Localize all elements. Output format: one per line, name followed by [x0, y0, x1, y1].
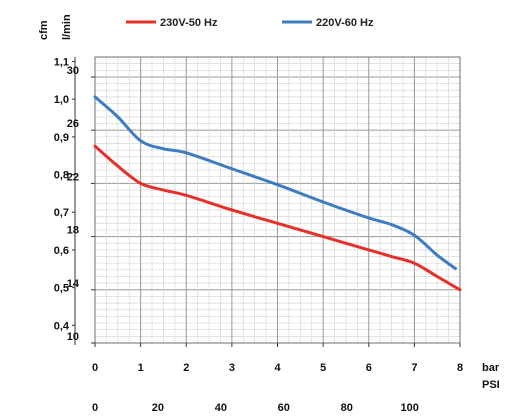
unit-bar: bar	[482, 362, 500, 374]
lmin-tick-label: 30	[67, 65, 79, 77]
lmin-tick-label: 18	[67, 225, 79, 237]
cfm-tick-label: 0,9	[54, 132, 69, 144]
bar-tick-label: 7	[411, 362, 417, 374]
cfm-tick-label: 0,8	[54, 170, 69, 182]
lmin-tick-label: 14	[67, 278, 80, 290]
bar-tick-label: 6	[366, 362, 372, 374]
lmin-tick-label: 26	[67, 118, 79, 130]
psi-tick-label: 100	[400, 402, 418, 414]
bar-tick-label: 5	[320, 362, 326, 374]
bar-tick-label: 2	[183, 362, 189, 374]
cfm-tick-label: 0,5	[54, 283, 69, 295]
legend: 230V-50 Hz 220V-60 Hz	[126, 17, 374, 29]
series-line-230v-50hz	[93, 144, 462, 292]
bar-tick-label: 1	[138, 362, 144, 374]
psi-tick-label: 80	[341, 402, 353, 414]
bar-tick-label: 8	[457, 362, 463, 374]
cfm-tick-label: 1,1	[54, 57, 69, 69]
psi-tick-label: 40	[215, 402, 227, 414]
bar-tick-label: 4	[274, 362, 281, 374]
lmin-tick-label: 10	[67, 331, 79, 343]
series	[93, 95, 462, 292]
legend-label-230v: 230V-50 Hz	[160, 17, 218, 29]
bar-tick-label: 0	[92, 362, 98, 374]
series-line-220v-60hz	[93, 95, 457, 271]
grid	[94, 56, 461, 344]
bar-tick-label: 3	[229, 362, 235, 374]
cfm-tick-label: 0,4	[54, 320, 70, 332]
cfm-tick-label: 1,0	[54, 94, 69, 106]
cfm-tick-label: 0,6	[54, 245, 69, 257]
psi-tick-label: 60	[278, 402, 290, 414]
cfm-tick-label: 0,7	[54, 207, 69, 219]
legend-label-220v: 220V-60 Hz	[316, 17, 374, 29]
lmin-tick-label: 22	[67, 171, 79, 183]
unit-cfm: cfm	[38, 20, 50, 40]
psi-tick-label: 0	[92, 402, 98, 414]
psi-tick-label: 20	[152, 402, 164, 414]
unit-psi: PSI	[482, 379, 500, 391]
unit-lmin: l/min	[61, 14, 73, 40]
